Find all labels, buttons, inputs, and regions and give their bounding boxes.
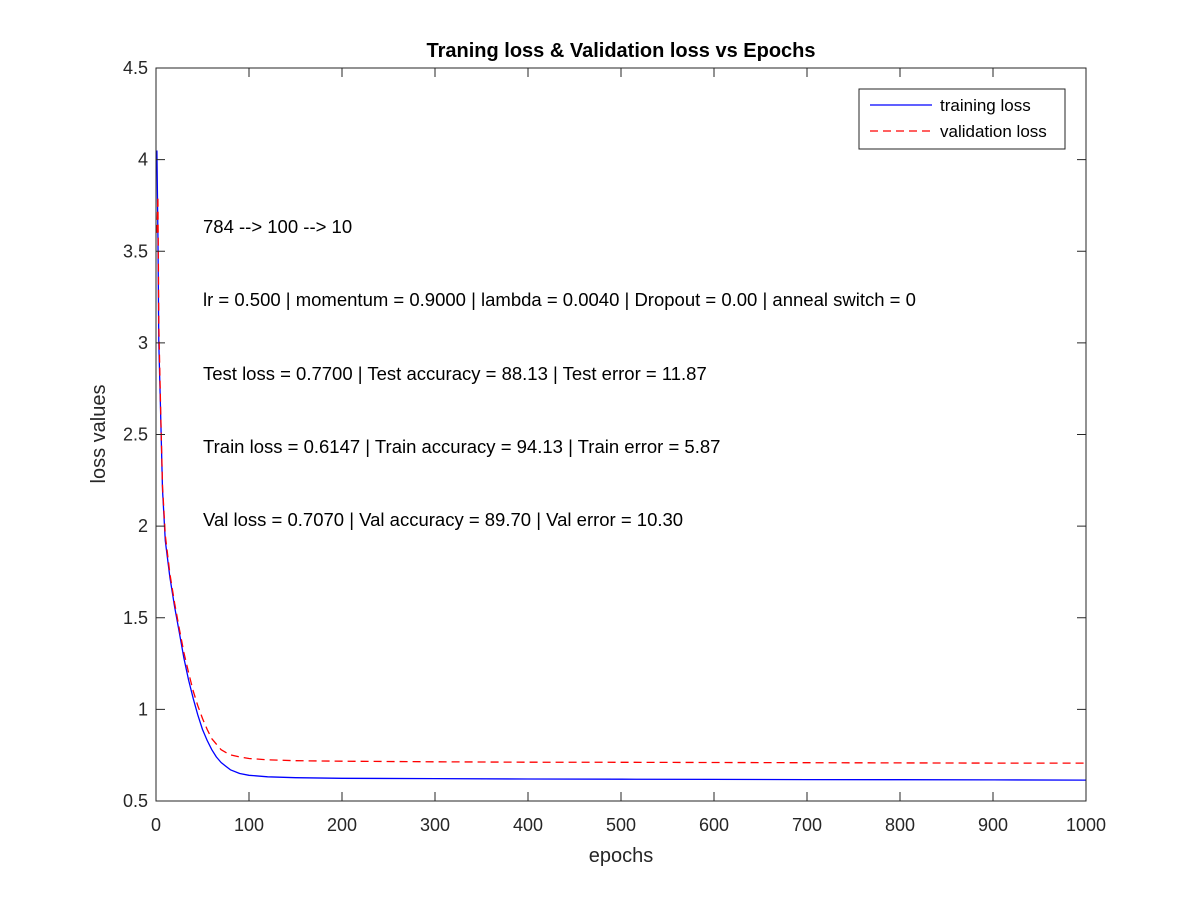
x-tick-label: 600 — [699, 815, 729, 835]
x-tick-label: 1000 — [1066, 815, 1106, 835]
annotation-val-metrics: Val loss = 0.7070 | Val accuracy = 89.70… — [203, 509, 683, 530]
y-tick-label: 0.5 — [123, 791, 148, 811]
y-tick-label: 4 — [138, 150, 148, 170]
y-tick-label: 3.5 — [123, 241, 148, 261]
x-tick-label: 100 — [234, 815, 264, 835]
x-tick-label: 900 — [978, 815, 1008, 835]
annotation-test-metrics: Test loss = 0.7700 | Test accuracy = 88.… — [203, 363, 707, 384]
x-tick-label: 700 — [792, 815, 822, 835]
annotation-train-metrics: Train loss = 0.6147 | Train accuracy = 9… — [203, 436, 720, 457]
annotation-layer: 784 --> 100 --> 10 lr = 0.500 | momentum… — [203, 216, 916, 530]
annotation-hyperparameters: lr = 0.500 | momentum = 0.9000 | lambda … — [203, 289, 916, 310]
series-line-validation-loss — [156, 195, 1086, 764]
annotation-architecture: 784 --> 100 --> 10 — [203, 216, 352, 237]
y-axis-label: loss values — [88, 385, 110, 484]
legend: training loss validation loss — [858, 88, 1066, 150]
y-tick-label: 2 — [138, 516, 148, 536]
legend-label-training-loss: training loss — [940, 96, 1031, 115]
x-axis-label: epochs — [589, 845, 654, 867]
series-layer — [156, 150, 1087, 781]
x-tick-label: 500 — [606, 815, 636, 835]
y-tick-label: 1 — [138, 699, 148, 719]
plot-area — [156, 68, 1086, 801]
y-tick-label: 3 — [138, 333, 148, 353]
y-tick-label: 2.5 — [123, 425, 148, 445]
x-tick-label: 400 — [513, 815, 543, 835]
chart-title: Traning loss & Validation loss vs Epochs — [427, 40, 816, 62]
x-tick-label: 200 — [327, 815, 357, 835]
x-tick-label: 800 — [885, 815, 915, 835]
y-tick-label: 1.5 — [123, 608, 148, 628]
legend-box — [858, 88, 1066, 150]
x-tick-label: 0 — [151, 815, 161, 835]
x-tick-label: 300 — [420, 815, 450, 835]
legend-label-validation-loss: validation loss — [940, 122, 1047, 141]
y-tick-label: 4.5 — [123, 58, 148, 78]
axes-layer: 0 100 200 300 400 500 600 700 800 900 1000 0.5 1 1.5 2… — [123, 58, 1106, 835]
